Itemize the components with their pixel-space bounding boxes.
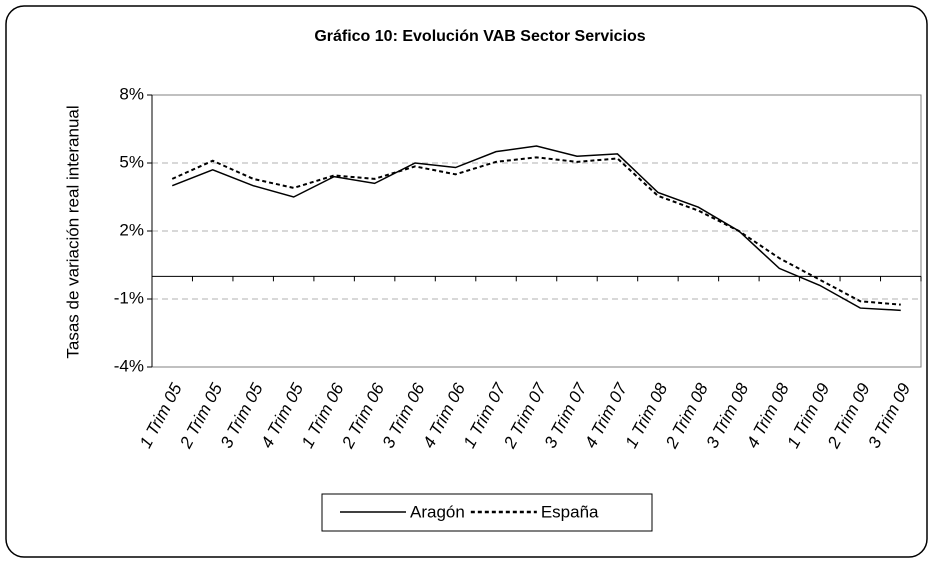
y-axis-label: Tasas de variación real interanual bbox=[63, 105, 82, 358]
y-tick-label: 5% bbox=[119, 152, 144, 171]
data-line bbox=[171, 145, 901, 312]
y-tick-label: 2% bbox=[119, 220, 144, 239]
y-tick-label: 8% bbox=[119, 84, 144, 103]
legend-label: Aragón bbox=[410, 502, 465, 521]
data-line bbox=[171, 156, 901, 306]
legend-label: España bbox=[541, 502, 599, 521]
chart-title: Gráfico 10: Evolución VAB Sector Servici… bbox=[314, 28, 645, 45]
y-tick-label: -1% bbox=[114, 288, 144, 307]
y-tick-label: -4% bbox=[114, 356, 144, 375]
